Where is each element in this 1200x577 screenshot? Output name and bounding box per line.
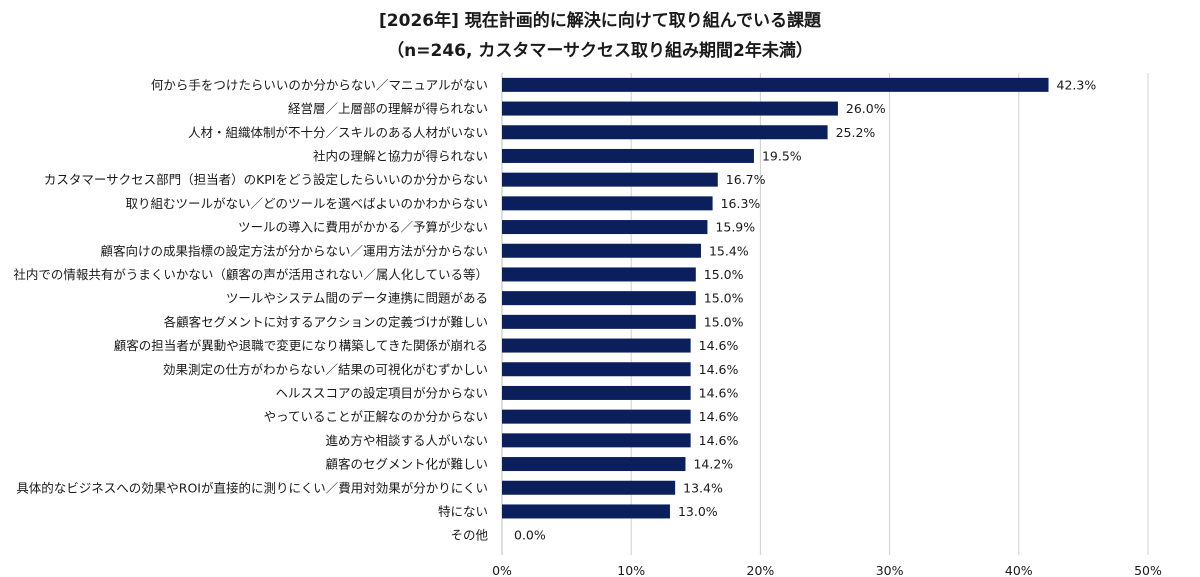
category-label: やっていることが正解なのか分からない (264, 409, 488, 424)
bar (502, 101, 838, 116)
category-label: 効果測定の仕方がわからない／結果の可視化がむずかしい (163, 362, 488, 377)
data-label: 14.6% (699, 362, 739, 377)
bar (502, 385, 691, 400)
category-label: 進め方や相談する人がいない (325, 433, 488, 448)
data-label: 26.0% (846, 101, 886, 116)
category-label: 取り組むツールがない／どのツールを選べばよいのかわからない (125, 196, 488, 211)
x-tick-label: 20% (747, 563, 775, 577)
bar (502, 267, 696, 282)
bar (502, 196, 713, 211)
bar (502, 409, 691, 424)
data-label: 25.2% (836, 125, 876, 140)
bar (502, 338, 691, 353)
category-label: その他 (450, 528, 488, 543)
category-label: 各顧客セグメントに対するアクションの定義づけが難しい (164, 314, 488, 329)
bar (502, 457, 686, 472)
bar (502, 243, 701, 258)
x-tick-label: 30% (876, 563, 904, 577)
category-label: 経営層／上層部の理解が得られない (288, 101, 488, 116)
data-label: 15.0% (704, 267, 744, 282)
data-label: 14.6% (699, 409, 739, 424)
bar (502, 148, 754, 163)
category-label: 具体的なビジネスへの効果やROIが直接的に測りにくい／費用対効果が分かりにくい (16, 480, 488, 495)
data-label: 15.4% (709, 243, 749, 258)
category-label: 顧客向けの成果指標の設定方法が分からない／運用方法が分からない (100, 243, 488, 258)
category-label: 社内での情報共有がうまくいかない（顧客の声が活用されない／属人化している等） (13, 267, 488, 282)
bar (502, 291, 696, 306)
category-label: 何から手をつけたらいいのか分からない／マニュアルがない (151, 77, 488, 92)
bar (502, 125, 828, 140)
data-label: 13.4% (683, 480, 723, 495)
data-label: 15.9% (715, 220, 755, 235)
chart-title: [2026年] 現在計画的に解決に向けて取り組んでいる課題 (379, 11, 821, 31)
bar (502, 172, 718, 187)
data-label: 15.0% (704, 291, 744, 306)
data-label: 16.7% (726, 172, 766, 187)
x-tick-label: 50% (1134, 563, 1162, 577)
category-label: 顧客の担当者が異動や退職で変更になり構築してきた関係が崩れる (114, 338, 488, 353)
chart-subtitle: （n=246, カスタマーサクセス取り組み期間2年未満） (387, 41, 813, 61)
x-tick-label: 0% (492, 563, 512, 577)
data-label: 19.5% (762, 148, 802, 163)
x-tick-label: 10% (617, 563, 645, 577)
category-label: ツールやシステム間のデータ連携に問題がある (226, 291, 488, 306)
category-label: 社内の理解と協力が得られない (313, 148, 488, 163)
category-label: 人材・組織体制が不十分／スキルのある人材がいない (188, 125, 488, 140)
category-label: 顧客のセグメント化が難しい (325, 457, 488, 472)
category-label: ヘルススコアの設定項目が分からない (275, 385, 488, 400)
bar (502, 480, 676, 495)
bar (502, 504, 670, 519)
data-label: 0.0% (514, 528, 546, 543)
data-label: 14.2% (693, 457, 733, 472)
data-label: 14.6% (699, 338, 739, 353)
bar (502, 433, 691, 448)
data-label: 14.6% (699, 385, 739, 400)
bar (502, 220, 708, 235)
bar (502, 314, 696, 329)
data-label: 15.0% (704, 314, 744, 329)
category-label: ツールの導入に費用がかかる／予算が少ない (238, 220, 488, 235)
data-label: 14.6% (699, 433, 739, 448)
data-label: 13.0% (678, 504, 718, 519)
x-tick-label: 40% (1005, 563, 1033, 577)
data-label: 16.3% (721, 196, 761, 211)
category-label: 特にない (438, 504, 488, 519)
data-label: 42.3% (1057, 77, 1097, 92)
category-label: カスタマーサクセス部門（担当者）のKPIをどう設定したらいいのか分からない (44, 172, 488, 187)
bar (502, 362, 691, 377)
bar (502, 77, 1049, 92)
